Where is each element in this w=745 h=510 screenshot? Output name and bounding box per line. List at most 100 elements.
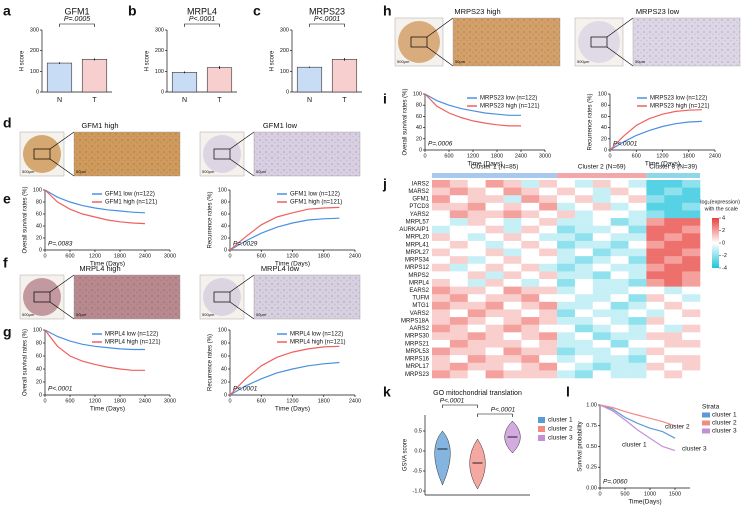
zoom-texture — [74, 275, 180, 319]
heatmap-cell — [432, 218, 451, 226]
heatmap-cell — [574, 332, 594, 341]
heatmap-cell — [503, 218, 522, 226]
heatmap-cell — [682, 180, 701, 188]
p-value: P=.0005 — [64, 16, 90, 23]
y-tick-label: 100 — [413, 91, 422, 97]
y-axis-label: Recurrence rates (%) — [208, 334, 214, 391]
heatmap-cell — [646, 362, 665, 371]
colorbar-tick-label: 4 — [722, 215, 725, 221]
heatmap-cell — [646, 347, 665, 356]
zoom-box — [590, 36, 608, 48]
survival-curve — [229, 206, 340, 251]
heatmap-cell — [682, 263, 701, 272]
heatmap-cell — [521, 180, 540, 188]
y-tick-label: 40 — [36, 223, 42, 229]
x-tick-label: T — [92, 97, 97, 104]
heatmap-cell — [574, 347, 594, 356]
y-tick-label: 1.00 — [586, 402, 597, 408]
heatmap-cell — [646, 180, 665, 188]
y-tick-label: 40 — [416, 125, 422, 131]
legend-swatch — [538, 426, 545, 432]
x-tick-label: 600 — [444, 153, 453, 159]
x-tick-label: 1800 — [683, 153, 695, 159]
heatmap-cell — [485, 370, 504, 379]
heatmap-cell — [432, 202, 451, 211]
x-tick-label: 1800 — [491, 153, 503, 159]
survival-curve — [229, 345, 340, 396]
heatmap-cell — [521, 309, 540, 318]
heatmap-cell — [539, 263, 558, 272]
heatmap-cell — [467, 332, 486, 341]
p-value: P<.0001 — [314, 16, 340, 23]
heatmap-cell — [449, 370, 469, 379]
heatmap-cell — [646, 355, 665, 364]
heatmap-cell — [485, 294, 504, 303]
heatmap-cell — [503, 180, 522, 188]
curve-label: cluster 3 — [682, 446, 707, 453]
p-value: P<.0001 — [440, 398, 465, 405]
heatmap-cell — [610, 210, 629, 219]
y-tick-label: 60 — [601, 114, 607, 120]
heatmap-cell — [467, 202, 486, 211]
heatmap-cell — [539, 256, 558, 265]
heatmap-cell — [628, 355, 647, 364]
heatmap-cell — [432, 256, 451, 265]
y-tick-label: 20 — [601, 136, 607, 142]
heatmap-cell — [557, 256, 576, 265]
heatmap-cell — [646, 202, 665, 211]
heatmap-cell — [521, 332, 540, 341]
heatmap-cell — [646, 263, 665, 272]
y-axis-label: H score — [20, 50, 26, 71]
heatmap-cell — [467, 263, 486, 272]
chart-title: GO mitochondrial translation — [433, 390, 522, 397]
heatmap-cell — [521, 225, 540, 234]
heatmap-cell — [467, 362, 486, 371]
heatmap-cell — [503, 210, 522, 219]
y-axis-label: Overall survival rates (%) — [23, 186, 29, 253]
heatmap-cell — [432, 240, 451, 249]
cluster-bar — [646, 173, 700, 178]
gene-label: MRPL41 — [406, 242, 430, 248]
heatmap-cell — [557, 317, 576, 325]
heatmap-cell — [503, 187, 522, 196]
scale-bar-label: 50μm — [455, 59, 466, 64]
gene-label: GFM1 — [412, 197, 429, 203]
heatmap-cell — [592, 263, 611, 272]
heatmap-cell — [485, 347, 504, 356]
bar — [81, 59, 108, 93]
p-value: P=.0006 — [428, 141, 453, 148]
zoom-texture — [453, 18, 560, 66]
heatmap-cell — [432, 324, 451, 333]
heatmap-cell — [485, 256, 504, 265]
heatmap-cell — [557, 286, 576, 295]
heatmap-cell — [610, 195, 629, 204]
survival-curve — [424, 93, 521, 127]
heatmap-cell — [449, 355, 469, 364]
heatmap-cell — [503, 324, 522, 333]
zoom-texture — [633, 18, 740, 66]
heatmap-cell — [592, 294, 611, 303]
gene-label: MRPS21 — [405, 341, 430, 347]
heatmap-cell — [628, 347, 647, 356]
x-tick-label: 2400 — [349, 253, 361, 259]
heatmap-cell — [557, 309, 576, 318]
heatmap-cell — [592, 362, 611, 371]
gene-label: MRPL27 — [406, 250, 430, 256]
image-title: MRPS23 low — [636, 7, 680, 16]
x-axis-label: Time (Days) — [275, 261, 310, 268]
p-value: P=.0029 — [233, 241, 258, 248]
x-tick-label: 1800 — [114, 398, 126, 404]
x-tick-label: 500 — [620, 491, 629, 497]
p-value: P=.0060 — [603, 479, 628, 486]
heatmap-cell — [521, 218, 540, 226]
bar — [46, 62, 73, 93]
heatmap-cell — [521, 256, 540, 265]
heatmap-cell — [664, 271, 683, 280]
cluster-bar — [557, 173, 647, 178]
x-tick-label: 0 — [43, 253, 46, 259]
heatmap-cell — [646, 286, 665, 295]
heatmap-cell — [682, 339, 701, 348]
heatmap-cell — [592, 324, 611, 333]
heatmap-cell — [449, 180, 469, 188]
heatmap-cell — [485, 271, 504, 280]
